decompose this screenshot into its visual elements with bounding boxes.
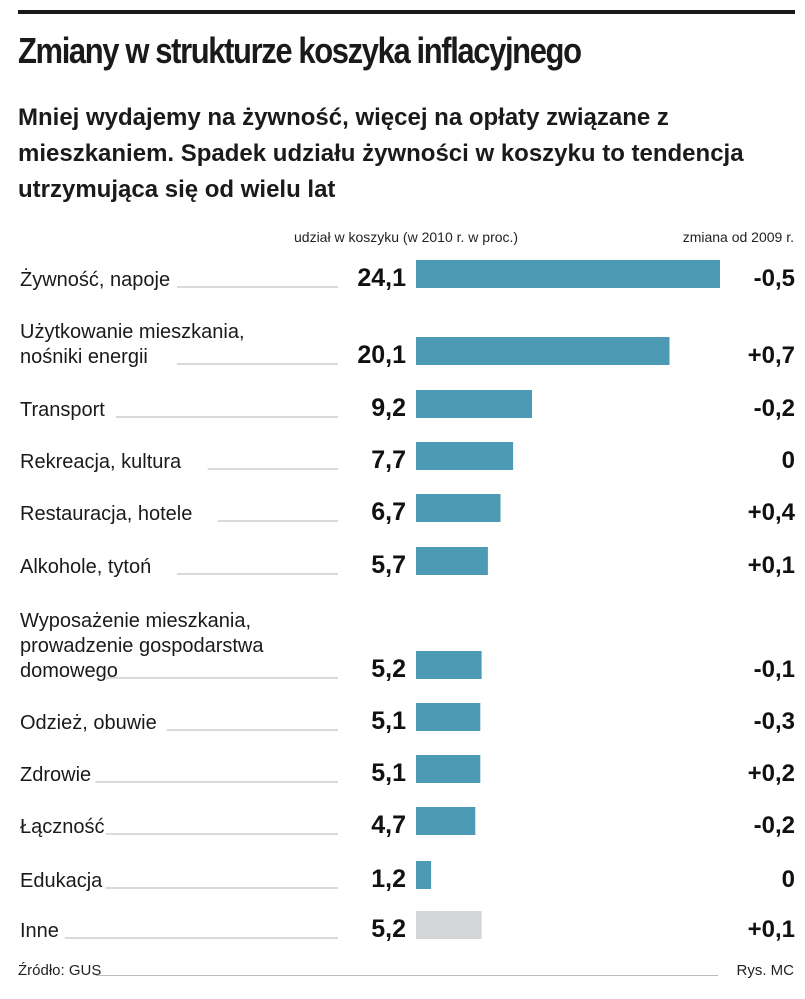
- value-label: 7,7: [371, 446, 406, 474]
- category-label: domowego: [20, 660, 118, 682]
- source-note: Źródło: GUS: [18, 962, 102, 979]
- change-label: 0: [782, 866, 795, 893]
- value-label: 5,7: [371, 551, 406, 579]
- value-label: 6,7: [371, 498, 406, 526]
- category-label: Użytkowanie mieszkania,: [20, 321, 245, 343]
- change-label: +0,4: [748, 499, 796, 526]
- value-label: 4,7: [371, 811, 406, 839]
- category-label: Łączność: [20, 816, 105, 838]
- change-label: -0,2: [754, 812, 795, 839]
- category-label: Odzież, obuwie: [20, 712, 157, 734]
- change-label: 0: [782, 447, 795, 474]
- value-label: 24,1: [357, 264, 406, 292]
- value-label: 5,1: [371, 707, 406, 735]
- value-label: 9,2: [371, 394, 406, 422]
- category-label: Inne: [20, 920, 59, 942]
- chart-subtitle: Mniej wydajemy na żywność, więcej na opł…: [18, 104, 744, 203]
- value-label: 5,1: [371, 759, 406, 787]
- category-label: Restauracja, hotele: [20, 503, 192, 525]
- category-label: Edukacja: [20, 870, 103, 892]
- value-label: 5,2: [371, 915, 406, 943]
- bar: [416, 755, 481, 783]
- credit-note: Rys. MC: [736, 962, 795, 979]
- category-label: Żywność, napoje: [20, 268, 170, 291]
- bar: [416, 494, 501, 522]
- bar: [416, 807, 476, 835]
- category-label: Rekreacja, kultura: [20, 451, 182, 473]
- bar: [416, 651, 482, 679]
- category-label: nośniki energii: [20, 346, 148, 368]
- bar: [416, 337, 670, 365]
- share-column-header: udział w koszyku (w 2010 r. w proc.): [294, 229, 519, 245]
- category-label: Transport: [20, 399, 105, 421]
- change-label: -0,3: [754, 708, 795, 735]
- bar: [416, 442, 514, 470]
- bar: [416, 703, 481, 731]
- value-label: 5,2: [371, 655, 406, 683]
- bar: [416, 390, 532, 418]
- category-label: Alkohole, tytoń: [20, 556, 151, 578]
- bar: [416, 260, 720, 288]
- change-label: +0,1: [748, 552, 795, 579]
- change-label: +0,7: [748, 342, 795, 369]
- change-label: +0,2: [748, 760, 795, 787]
- chart-title: Zmiany w strukturze koszyka inflacyjnego: [18, 30, 582, 71]
- change-label: -0,2: [754, 395, 795, 422]
- change-label: -0,5: [754, 265, 795, 292]
- value-label: 1,2: [371, 865, 406, 893]
- footer-rule: [96, 975, 718, 976]
- value-label: 20,1: [357, 341, 406, 369]
- change-label: +0,1: [748, 916, 795, 943]
- bar: [416, 911, 482, 939]
- change-label: -0,1: [754, 656, 795, 683]
- category-label: Zdrowie: [20, 764, 91, 786]
- category-label: Wyposażenie mieszkania,: [20, 610, 251, 632]
- top-rule: [18, 10, 795, 14]
- change-column-header: zmiana od 2009 r.: [682, 229, 794, 245]
- bar: [416, 861, 432, 889]
- category-label: prowadzenie gospodarstwa: [20, 635, 264, 657]
- bar: [416, 547, 488, 575]
